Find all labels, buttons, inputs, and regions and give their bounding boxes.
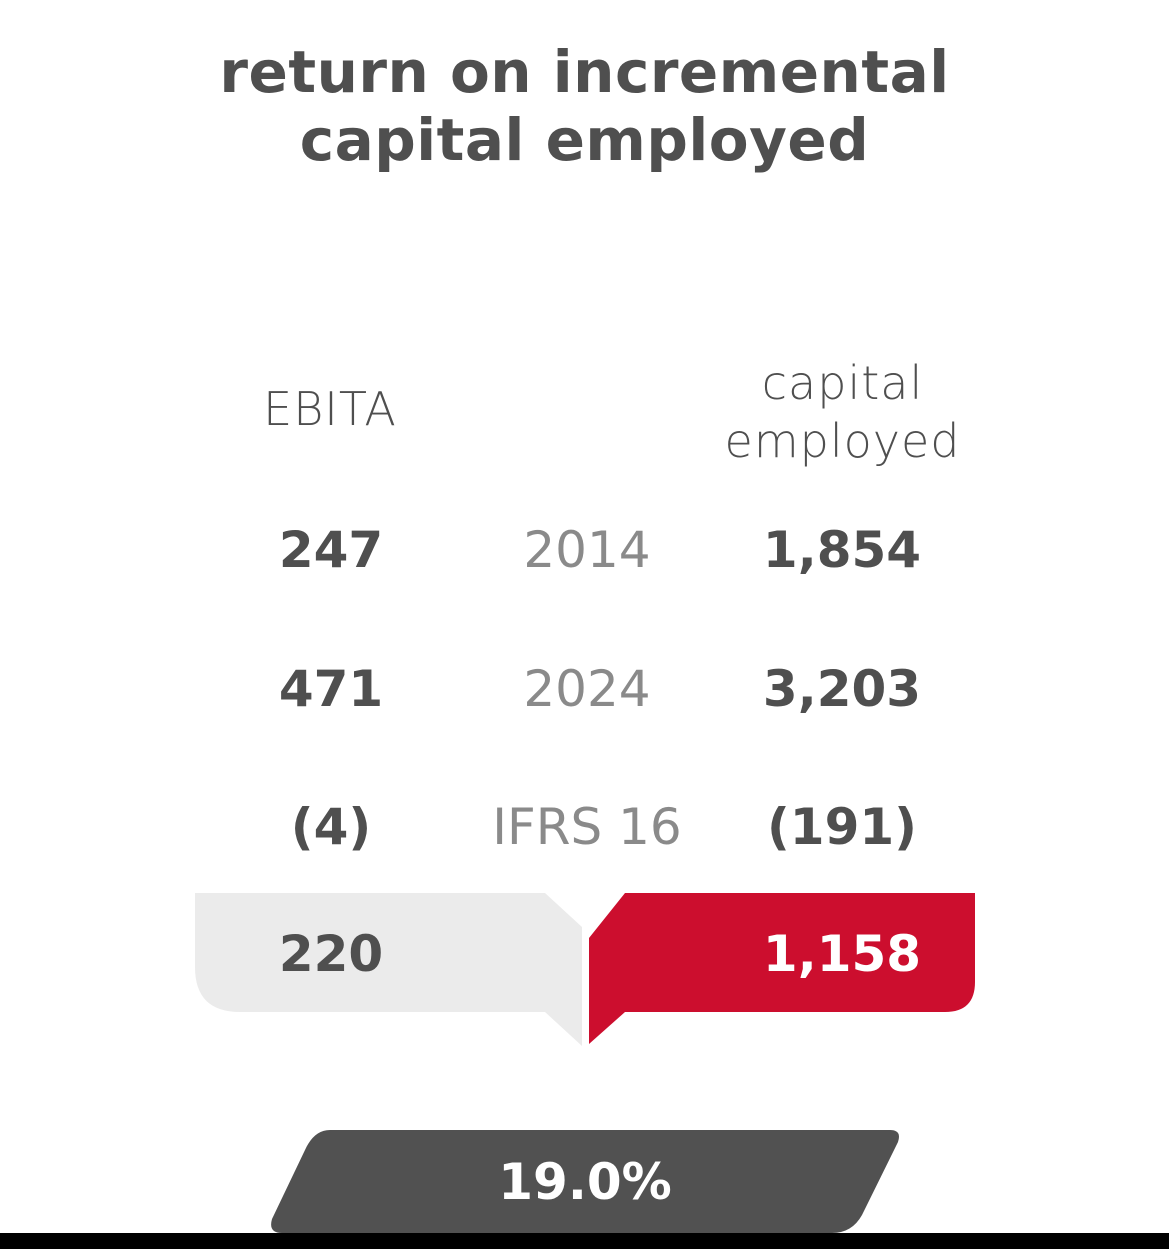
return-ratio-value: 19.0% (498, 1153, 672, 1211)
ebita-ifrs16-value: (4) (290, 798, 372, 856)
page-title: return on incremental capital employed (0, 38, 1169, 174)
ebita-2014-value: 247 (278, 521, 384, 579)
capital-employed-column-header: capital employed (690, 354, 995, 470)
capital-employed-header-line-1: capital (761, 356, 924, 410)
title-line-1: return on incremental (219, 38, 950, 106)
incremental-ebita-value: 220 (278, 925, 384, 983)
capital-employed-2024-value: 3,203 (762, 660, 922, 718)
result-pill (271, 1130, 900, 1233)
incremental-ebita-box (195, 893, 582, 1046)
row-label-2024: 2024 (523, 660, 651, 718)
row-label-2014: 2014 (523, 521, 651, 579)
ebita-column-header: EBITA (263, 382, 397, 436)
title-line-2: capital employed (299, 106, 870, 174)
incremental-capital-employed-box (589, 893, 975, 1044)
row-label-ifrs16: IFRS 16 (492, 798, 682, 856)
bottom-edge-bar (0, 1233, 1169, 1249)
ebita-2024-value: 471 (278, 660, 384, 718)
incremental-capital-employed-value: 1,158 (762, 925, 922, 983)
capital-employed-header-line-2: employed (724, 414, 961, 468)
capital-employed-2014-value: 1,854 (762, 521, 922, 579)
capital-employed-ifrs16-value: (191) (766, 798, 918, 856)
